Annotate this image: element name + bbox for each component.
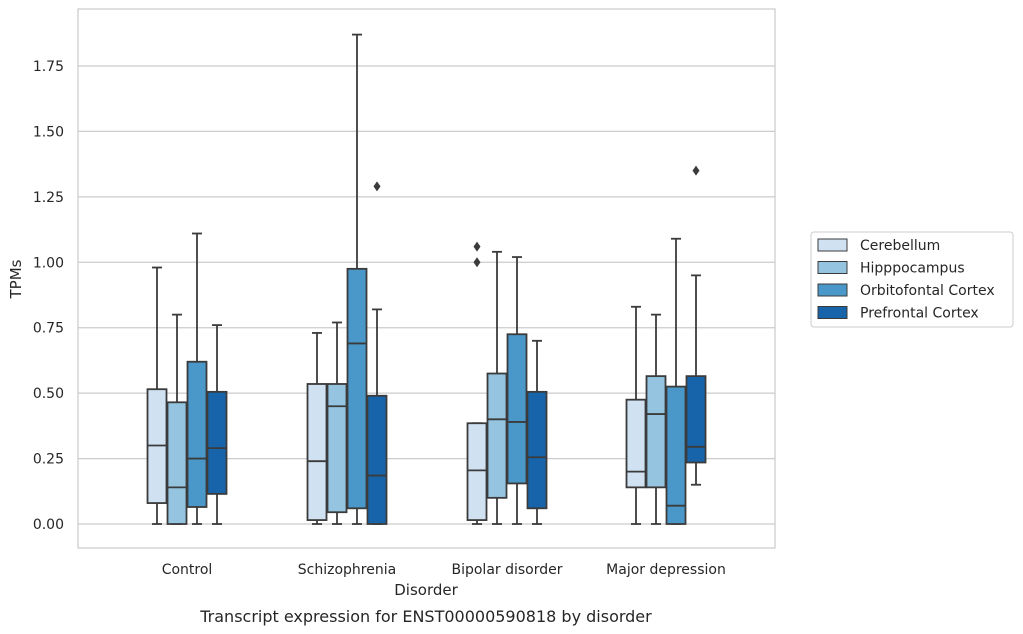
- y-tick-label: 0.75: [33, 321, 64, 337]
- y-tick-label: 0.50: [33, 386, 64, 402]
- legend-label: Cerebellum: [860, 238, 940, 254]
- x-tick-label: Major depression: [606, 562, 726, 578]
- x-tick-label: Control: [162, 562, 213, 578]
- figure-caption: Transcript expression for ENST0000059081…: [199, 607, 652, 626]
- y-axis-title: TPMs: [7, 259, 25, 299]
- boxes: [146, 33, 707, 525]
- box-iqr: [326, 383, 348, 514]
- legend-label: Hipppocampus: [860, 261, 965, 277]
- box-hipppocampus-2: [486, 250, 508, 525]
- outlier-marker: [473, 257, 481, 268]
- box-prefrontal-cortex-1: [366, 181, 388, 525]
- legend-swatch: [817, 261, 848, 274]
- x-tick-label: Schizophrenia: [298, 562, 396, 578]
- legend-label: Prefrontal Cortex: [860, 306, 979, 322]
- box-cerebellum-0: [146, 266, 168, 525]
- box-iqr: [645, 375, 667, 489]
- outlier-marker: [473, 241, 481, 252]
- y-tick-label: 1.75: [33, 59, 64, 75]
- box-iqr: [466, 422, 488, 521]
- x-axis-title: Disorder: [394, 581, 458, 599]
- box-iqr: [625, 398, 647, 489]
- box-iqr: [346, 267, 368, 510]
- box-iqr: [685, 375, 707, 464]
- box-iqr: [306, 383, 328, 521]
- box-hipppocampus-3: [645, 313, 667, 525]
- y-tick-labels: 0.00 0.25 0.50 0.75 1.00 1.25 1.50 1.75: [33, 59, 64, 533]
- legend-swatch: [817, 306, 848, 319]
- outlier-marker: [692, 165, 700, 176]
- box-orbitofontal-cortex-3: [665, 237, 687, 525]
- plot-frame: [77, 8, 776, 549]
- box-prefrontal-cortex-0: [206, 324, 228, 525]
- x-tick-labels: Control Schizophrenia Bipolar disorder Majo…: [162, 562, 726, 578]
- box-iqr: [366, 394, 388, 525]
- y-tick-label: 1.00: [33, 255, 64, 271]
- x-tick-label: Bipolar disorder: [451, 562, 562, 578]
- box-cerebellum-2: [466, 241, 488, 525]
- box-orbitofontal-cortex-1: [346, 33, 368, 525]
- outlier-marker: [373, 181, 381, 192]
- legend-frame: [810, 231, 1014, 328]
- box-iqr: [206, 390, 228, 495]
- box-cerebellum-3: [625, 305, 647, 525]
- y-tick-label: 0.25: [33, 452, 64, 468]
- box-iqr: [486, 372, 508, 499]
- box-iqr: [526, 390, 548, 510]
- box-hipppocampus-0: [166, 313, 188, 525]
- box-prefrontal-cortex-3: [685, 165, 707, 486]
- box-prefrontal-cortex-2: [526, 339, 548, 525]
- y-tick-label: 1.25: [33, 190, 64, 206]
- box-iqr: [506, 333, 528, 485]
- legend-swatch: [817, 283, 848, 297]
- box-iqr: [166, 401, 188, 525]
- box-orbitofontal-cortex-2: [506, 256, 528, 525]
- legend-label: Orbitofontal Cortex: [860, 283, 995, 299]
- y-tick-label: 0.00: [33, 517, 64, 533]
- legend-swatch: [817, 238, 848, 252]
- box-iqr: [186, 360, 208, 508]
- legend: Cerebellum Hipppocampus Orbitofontal Corte…: [810, 231, 1014, 328]
- y-tick-label: 1.50: [33, 124, 64, 140]
- box-orbitofontal-cortex-0: [186, 232, 208, 525]
- box-iqr: [665, 385, 687, 525]
- box-hipppocampus-1: [326, 321, 348, 525]
- box-cerebellum-1: [306, 332, 328, 525]
